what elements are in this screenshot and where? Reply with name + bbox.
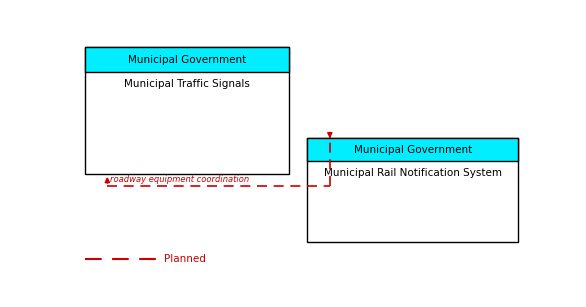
Text: Municipal Traffic Signals: Municipal Traffic Signals <box>124 79 250 89</box>
Bar <box>307 138 519 161</box>
Text: Municipal Government: Municipal Government <box>128 55 246 65</box>
Text: Planned: Planned <box>164 254 206 264</box>
Bar <box>84 48 289 72</box>
Text: Municipal Government: Municipal Government <box>353 145 472 155</box>
Bar <box>307 138 519 243</box>
Text: roadway equipment coordination: roadway equipment coordination <box>110 175 248 184</box>
Text: Municipal Rail Notification System: Municipal Rail Notification System <box>323 169 502 178</box>
Bar <box>84 48 289 174</box>
